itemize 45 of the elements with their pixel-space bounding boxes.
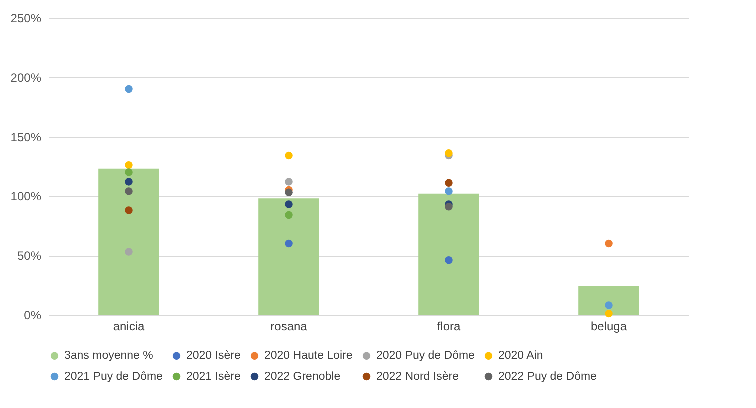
point [445, 150, 453, 158]
y-tick-label: 50% [17, 249, 42, 264]
point [125, 188, 133, 196]
legend-label: 2022 Nord Isère [376, 370, 459, 383]
point [125, 168, 133, 176]
legend-label: 2020 Haute Loire [264, 350, 353, 362]
point [125, 161, 133, 170]
point [285, 178, 293, 186]
legend-label: 2020 Ain [498, 350, 544, 362]
point [605, 240, 613, 248]
y-tick-label: 250% [10, 12, 42, 26]
point [125, 85, 133, 94]
legend-label: 2021 Puy de Dôme [64, 370, 163, 383]
legend-label: 2021 Isère [186, 370, 241, 383]
legend-label: 2022 Puy de Dôme [498, 370, 597, 383]
point [445, 179, 453, 187]
point [445, 256, 453, 264]
bar [258, 198, 320, 315]
bar [418, 194, 480, 315]
y-tick-label: 0% [24, 308, 42, 322]
point [285, 200, 293, 208]
bar [98, 168, 160, 315]
point [125, 248, 133, 256]
point [445, 203, 453, 211]
point [285, 188, 293, 196]
x-tick-label: anicia [113, 320, 145, 334]
point [125, 178, 133, 186]
y-tick-label: 200% [10, 70, 42, 85]
x-tick-label: flora [437, 320, 461, 334]
y-tick-label: 150% [10, 130, 42, 144]
legend-label: 2020 Isère [186, 350, 241, 362]
y-tick-label: 100% [10, 190, 42, 204]
bar [578, 286, 640, 315]
point [285, 152, 293, 160]
point [285, 211, 293, 220]
x-tick-label: rosana [270, 320, 308, 334]
legend-label: 2020 Puy de Dôme [376, 350, 475, 362]
point [605, 302, 613, 310]
legend-label: 3ans moyenne % [64, 350, 154, 362]
point [445, 188, 453, 196]
x-tick-label: beluga [590, 320, 628, 334]
point [125, 206, 133, 214]
point [285, 240, 293, 248]
point [605, 310, 613, 318]
legend-label: 2022 Grenoble [264, 370, 341, 383]
